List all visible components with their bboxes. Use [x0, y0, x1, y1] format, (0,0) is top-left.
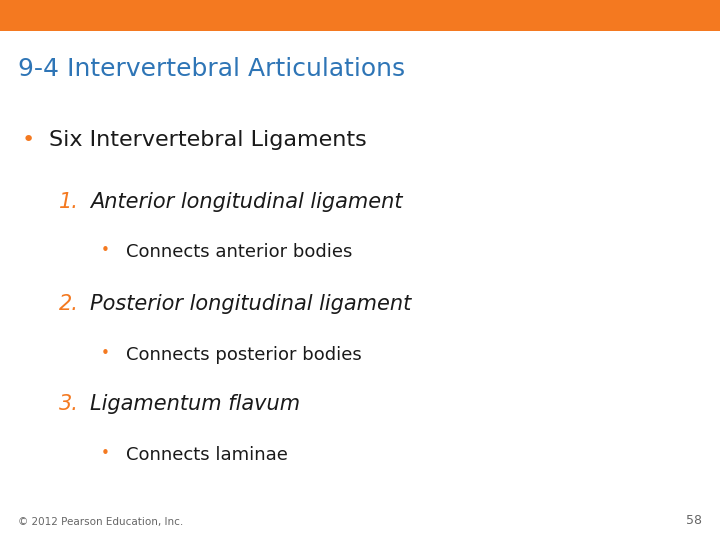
Text: •: • — [101, 446, 109, 461]
Text: Ligamentum flavum: Ligamentum flavum — [90, 394, 300, 414]
Text: 58: 58 — [686, 514, 702, 526]
Text: 2.: 2. — [59, 294, 79, 314]
Text: •: • — [22, 130, 35, 150]
Text: Connects laminae: Connects laminae — [126, 446, 288, 463]
Text: 1.: 1. — [59, 192, 79, 212]
FancyBboxPatch shape — [0, 0, 720, 31]
Text: •: • — [101, 346, 109, 361]
Text: © 2012 Pearson Education, Inc.: © 2012 Pearson Education, Inc. — [18, 516, 184, 526]
Text: Six Intervertebral Ligaments: Six Intervertebral Ligaments — [49, 130, 366, 150]
Text: Posterior longitudinal ligament: Posterior longitudinal ligament — [90, 294, 411, 314]
Text: 9-4 Intervertebral Articulations: 9-4 Intervertebral Articulations — [18, 57, 405, 80]
Text: Anterior longitudinal ligament: Anterior longitudinal ligament — [90, 192, 402, 212]
Text: 3.: 3. — [59, 394, 79, 414]
Text: Connects posterior bodies: Connects posterior bodies — [126, 346, 361, 363]
Text: •: • — [101, 243, 109, 258]
Text: Connects anterior bodies: Connects anterior bodies — [126, 243, 352, 261]
